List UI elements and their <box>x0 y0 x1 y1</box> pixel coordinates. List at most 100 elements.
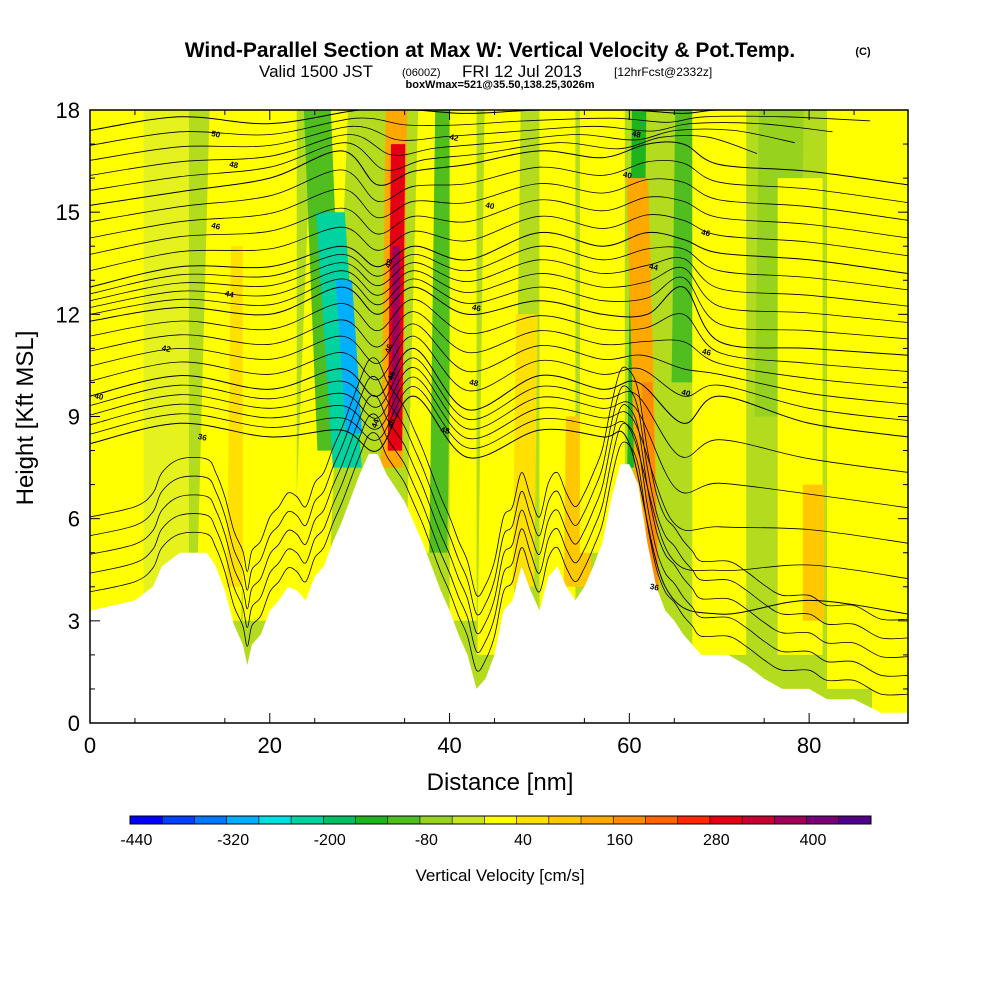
colorbar-tick-label: 280 <box>703 832 730 849</box>
colorbar-bin <box>194 816 228 824</box>
colorbar-tick-label: 400 <box>800 832 827 849</box>
colorbar-bin <box>806 816 840 824</box>
colorbar-tick-label: -320 <box>217 832 249 849</box>
isentrope-minor <box>90 335 908 421</box>
velocity-cell <box>335 280 363 434</box>
copyright-mark: (C) <box>855 46 871 58</box>
isentrope-minor <box>90 128 795 176</box>
colorbar-tick-label: -80 <box>415 832 438 849</box>
isentrope-minor <box>90 257 908 307</box>
contour-label: 44 <box>648 262 659 273</box>
contour-label: 44 <box>370 417 382 429</box>
y-tick-label: 6 <box>68 507 80 532</box>
isentrope-minor <box>90 214 908 272</box>
isentrope-minor <box>90 196 908 255</box>
colorbar-bin <box>548 816 582 824</box>
contour-label: 48 <box>631 129 642 140</box>
colorbar-bin <box>581 816 614 824</box>
colorbar-frame <box>129 815 872 825</box>
contour-label: 46 <box>701 347 712 358</box>
y-tick-label: 3 <box>68 609 80 634</box>
velocity-cell <box>692 110 747 655</box>
valid-line: Valid 1500 JST (0600Z) FRI 12 Jul 2013 [… <box>259 62 712 81</box>
isentrope-36 <box>90 395 908 615</box>
colorbar-bin <box>838 816 872 824</box>
contour-label: 36 <box>649 582 660 593</box>
isentrope-near-terrain <box>90 376 908 640</box>
isentrope-minor <box>90 266 908 323</box>
contour-label: 42 <box>449 132 460 143</box>
contour-label: 46 <box>386 417 398 429</box>
velocity-cell <box>242 110 297 621</box>
colorbar-bin <box>162 816 195 824</box>
isentrope-near-terrain <box>90 394 908 659</box>
velocity-cell <box>872 110 908 723</box>
velocity-cell <box>827 110 881 689</box>
x-tick-label: 60 <box>617 733 641 758</box>
colorbar-bin <box>258 816 292 824</box>
x-tick-label: 0 <box>84 733 96 758</box>
velocity-field <box>90 110 908 723</box>
box-info: boxWmax=521@35.50,138.25,3026m <box>406 79 595 91</box>
contour-label: 40 <box>681 388 692 399</box>
velocity-cell <box>477 110 521 655</box>
contour-label: 46 <box>700 228 711 239</box>
contour-label: 46 <box>383 342 395 354</box>
y-tick-label: 12 <box>56 302 80 327</box>
colorbar-bin <box>709 816 743 824</box>
terrain-mask <box>90 454 908 723</box>
y-tick-label: 9 <box>68 405 80 430</box>
contour-label: 40 <box>94 391 105 402</box>
isentrope-minor <box>90 376 908 544</box>
colorbar-bin <box>323 816 356 824</box>
contour-label: 48 <box>228 160 239 171</box>
colorbar-bin <box>742 816 775 824</box>
isentrope-44 <box>90 286 908 356</box>
colorbar-bin <box>516 816 550 824</box>
isentrope-48 <box>90 141 908 206</box>
plot-area: 50 48 46 44 42 40 36 48 46 46 44 46 42 40 46 48 48 48 40 46… <box>90 110 908 723</box>
contour-label: 36 <box>197 432 208 443</box>
isentrope-40 <box>90 347 908 438</box>
contour-label: 44 <box>224 289 235 300</box>
y-axis-label: Height [Kft MSL] <box>12 331 39 506</box>
x-tick-label: 80 <box>797 733 821 758</box>
svg-text:FRI 12 Jul 2013: FRI 12 Jul 2013 <box>462 62 582 81</box>
y-tick-label: 18 <box>56 98 80 123</box>
isentrope-minor <box>90 245 908 295</box>
contour-label: 40 <box>485 201 496 212</box>
isentrope-near-terrain <box>90 357 908 621</box>
contour-label: 40 <box>622 170 633 181</box>
x-axis-label: Distance [nm] <box>427 769 574 796</box>
colorbar-bin <box>774 816 807 824</box>
colorbar-bin <box>645 816 679 824</box>
chart-title: Wind-Parallel Section at Max W: Vertical… <box>185 39 796 62</box>
isentrope-minor <box>90 178 908 239</box>
isentrope-minor <box>90 122 833 161</box>
colorbar-bin <box>130 816 163 824</box>
velocity-cell <box>641 382 659 604</box>
contour-label: 50 <box>210 129 221 140</box>
contour-label: 46 <box>471 303 482 314</box>
colorbar-tick-label: -200 <box>314 832 346 849</box>
isentrope-minor <box>90 159 908 223</box>
isentrope-50 <box>90 110 908 131</box>
colorbar-label: Vertical Velocity [cm/s] <box>415 866 584 885</box>
velocity-cell <box>671 110 699 383</box>
colorbar-bin <box>387 816 421 824</box>
colorbar-bin <box>355 816 389 824</box>
svg-text:[12hrFcst@2332z]: [12hrFcst@2332z] <box>614 65 712 79</box>
colorbar-bin <box>484 816 518 824</box>
isentrope-minor <box>90 311 908 389</box>
isentrope-minor <box>90 135 758 191</box>
velocity-cell <box>449 110 477 621</box>
x-axis: 0 20 40 60 80 <box>84 110 855 758</box>
isentrope-minor <box>90 323 908 405</box>
potential-temperature-contours <box>90 110 908 696</box>
x-tick-label: 20 <box>258 733 282 758</box>
isentrope-minor <box>90 298 908 372</box>
isentrope-near-terrain <box>90 413 908 677</box>
isentrope-minor <box>90 276 908 340</box>
contour-label: 46 <box>386 370 398 382</box>
